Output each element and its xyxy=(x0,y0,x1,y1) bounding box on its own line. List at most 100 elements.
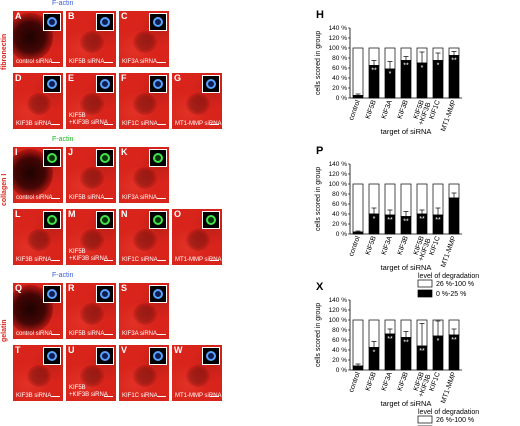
degradation-area xyxy=(133,31,157,53)
panel-letter: I xyxy=(15,147,18,157)
panel-letter: D xyxy=(15,73,22,83)
f-actin-inset xyxy=(202,75,220,93)
panel-caption: KIF3A siRNA xyxy=(122,59,158,65)
scale-bar xyxy=(104,123,113,125)
panel-letter: A xyxy=(15,11,22,21)
category-label: KIF5B+KIF3B xyxy=(411,235,432,262)
f-actin-inset xyxy=(43,75,61,93)
f-actin-inset xyxy=(96,211,114,229)
significance-stars: ** xyxy=(403,219,409,226)
category-label: KIF3B xyxy=(397,371,410,392)
panel-caption: KIF1C siRNA xyxy=(122,121,158,127)
y-axis-label: cells scored in group xyxy=(315,31,322,95)
legend-label: 26 %-100 % xyxy=(436,417,474,424)
panel-caption: KIF1C siRNA xyxy=(122,257,158,263)
panel-caption: KIF5B siRNA xyxy=(69,195,105,201)
panel-caption: KIF5B siRNA xyxy=(69,331,105,337)
scale-bar xyxy=(51,197,60,199)
panel-letter: B xyxy=(68,11,75,21)
micrograph-panel-w: W MT1-MMP siRNA xyxy=(171,344,223,402)
significance-stars: * xyxy=(421,65,424,72)
f-actin-inset xyxy=(43,13,61,31)
y-tick-label: 0 % xyxy=(336,231,347,238)
panel-letter: Q xyxy=(15,283,23,293)
y-tick-label: 0 % xyxy=(336,95,347,102)
scale-bar xyxy=(51,395,60,397)
bar-segment-0-25 xyxy=(448,197,460,235)
x-axis-label: target of siRNA xyxy=(381,127,432,136)
micrograph-panel-f: F KIF1C siRNA xyxy=(118,72,170,130)
panel-caption: KIF5B +KIF3B siRNA xyxy=(69,249,108,262)
y-axis-label: cells scored in group xyxy=(315,303,322,367)
y-axis-label: cells scored in group xyxy=(315,167,322,231)
scale-bar xyxy=(157,395,166,397)
degradation-area xyxy=(133,229,157,251)
micrograph-panel-l: L KIF3B siRNA xyxy=(12,208,64,266)
y-tick-label: 100 % xyxy=(329,317,348,324)
scale-bar xyxy=(210,259,219,261)
micrograph-panel-o: O MT1-MMP siRNA xyxy=(171,208,223,266)
panel-letter: R xyxy=(68,283,75,293)
f-actin-inset xyxy=(96,13,114,31)
y-tick-label: 80 % xyxy=(332,191,347,198)
bar-segment-0-25 xyxy=(352,365,364,371)
significance-stars: ** xyxy=(451,58,457,65)
panel-letter: O xyxy=(174,209,182,219)
y-tick-label: 60 % xyxy=(332,337,347,344)
scale-bar xyxy=(157,333,166,335)
category-label: KIF3B xyxy=(397,99,410,120)
panel-caption: KIF3B siRNA xyxy=(16,393,52,399)
scale-bar xyxy=(157,61,166,63)
micrograph-panel-d: D KIF3B siRNA xyxy=(12,72,64,130)
y-tick-label: 120 % xyxy=(329,307,348,314)
significance-stars: * xyxy=(437,63,440,70)
scale-bar xyxy=(51,61,60,63)
panel-letter: G xyxy=(174,73,182,83)
panel-letter: S xyxy=(121,283,128,293)
bar-segment-26-100 xyxy=(352,183,364,233)
significance-stars: ** xyxy=(403,340,409,347)
y-tick-label: 20 % xyxy=(332,221,347,228)
panel-caption: control siRNA xyxy=(16,195,53,201)
legend-title: level of degradation xyxy=(418,409,479,416)
scale-bar xyxy=(210,395,219,397)
panel-letter: C xyxy=(121,11,128,21)
micrograph-panel-b: B KIF5B siRNA xyxy=(65,10,117,68)
degradation-area xyxy=(186,365,210,387)
significance-stars: ** xyxy=(387,217,393,224)
micrograph-panel-s: S KIF3A siRNA xyxy=(118,282,170,340)
panel-letter: T xyxy=(15,345,21,355)
degradation-area xyxy=(27,229,51,251)
stain-label-gelatin: F-actin xyxy=(52,272,74,279)
micrograph-panel-m: M KIF5B +KIF3B siRNA xyxy=(65,208,117,266)
legend-swatch xyxy=(417,289,433,298)
chart-panel-letter: H xyxy=(316,9,324,21)
f-actin-inset xyxy=(96,149,114,167)
category-label: KIF3B xyxy=(397,235,410,256)
micrograph-panel-k: K KIF3A siRNA xyxy=(118,146,170,204)
category-label: KIF3A xyxy=(381,99,394,120)
panel-caption: control siRNA xyxy=(16,331,53,337)
f-actin-inset xyxy=(149,149,167,167)
panel-caption: KIF3A siRNA xyxy=(122,195,158,201)
category-label: KIF1C xyxy=(429,371,442,392)
category-label: MT1-MMP xyxy=(440,99,458,132)
y-tick-label: 140 % xyxy=(329,25,348,32)
y-tick-label: 60 % xyxy=(332,65,347,72)
f-actin-inset xyxy=(202,211,220,229)
panel-caption: KIF3A siRNA xyxy=(122,331,158,337)
panel-caption: KIF5B siRNA xyxy=(69,59,105,65)
f-actin-inset xyxy=(96,285,114,303)
y-tick-label: 140 % xyxy=(329,161,348,168)
y-tick-label: 80 % xyxy=(332,327,347,334)
y-tick-label: 100 % xyxy=(329,181,348,188)
panel-letter: J xyxy=(68,147,74,157)
y-tick-label: 20 % xyxy=(332,357,347,364)
degradation-area xyxy=(186,93,210,115)
scale-bar xyxy=(210,123,219,125)
y-tick-label: 20 % xyxy=(332,85,347,92)
category-label: KIF5B xyxy=(365,99,378,120)
scale-bar xyxy=(104,61,113,63)
